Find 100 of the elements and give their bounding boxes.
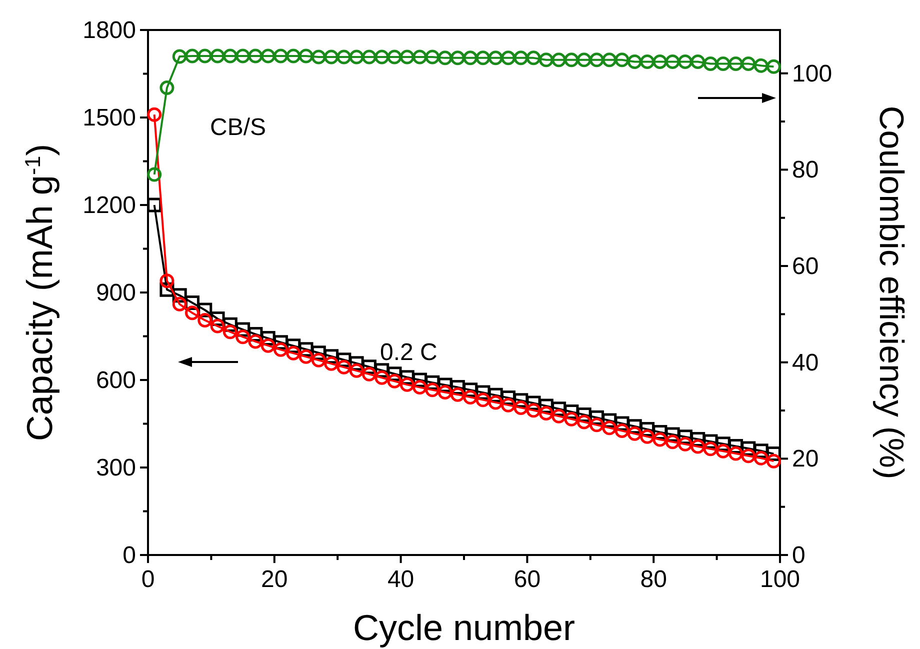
point <box>286 48 301 64</box>
y-tick-label: 0 <box>122 542 136 569</box>
point <box>438 50 452 66</box>
point <box>627 54 642 70</box>
point <box>222 48 238 64</box>
point <box>336 50 352 64</box>
point <box>602 52 617 68</box>
y2-tick-label: 100 <box>792 60 832 88</box>
point <box>640 429 655 444</box>
point <box>349 50 364 64</box>
point <box>576 414 592 430</box>
point <box>500 50 516 66</box>
x-tick-label: 40 <box>387 566 414 593</box>
point <box>488 395 503 410</box>
point <box>160 80 174 96</box>
point <box>614 52 630 68</box>
point <box>160 274 174 288</box>
point <box>703 56 718 71</box>
point <box>741 56 756 71</box>
x-tick-label: 20 <box>261 566 288 593</box>
point <box>728 56 744 71</box>
y-tick-label: 900 <box>96 280 136 306</box>
y2-tick-label: 40 <box>792 349 819 376</box>
point <box>298 48 314 64</box>
x-tick-label: 100 <box>760 566 800 593</box>
point <box>172 296 187 312</box>
point <box>678 54 692 70</box>
point <box>311 352 326 368</box>
point <box>476 392 490 408</box>
y-tick-label: 1500 <box>82 104 136 132</box>
y-tick-label: 300 <box>96 454 136 482</box>
point <box>678 436 692 452</box>
point <box>538 406 554 420</box>
y2-axis-title: Coulombic efficiency (%) <box>872 106 910 480</box>
point <box>425 50 440 64</box>
point <box>716 444 730 458</box>
point <box>514 50 528 66</box>
point <box>652 54 668 70</box>
x-axis-title: Cycle number <box>352 607 576 648</box>
point <box>222 324 238 340</box>
point <box>766 59 781 74</box>
point <box>374 50 390 64</box>
point <box>210 318 225 334</box>
point <box>538 52 554 68</box>
point <box>690 54 706 70</box>
point <box>716 56 730 71</box>
point <box>589 418 604 432</box>
point <box>576 52 592 68</box>
point <box>652 432 668 447</box>
point <box>552 408 566 424</box>
point <box>741 448 756 464</box>
point <box>589 52 604 68</box>
point <box>703 442 718 456</box>
point <box>362 366 376 382</box>
point <box>184 306 200 320</box>
point <box>754 58 768 73</box>
y2-tick-label: 0 <box>792 542 806 569</box>
point <box>514 400 528 415</box>
point <box>450 387 465 402</box>
point <box>286 346 301 360</box>
point <box>665 54 680 70</box>
point <box>463 390 478 404</box>
point <box>450 50 465 66</box>
point <box>614 424 630 438</box>
point <box>324 356 339 371</box>
point <box>400 50 414 64</box>
point <box>387 50 402 64</box>
point <box>438 385 452 400</box>
point <box>298 349 314 364</box>
point <box>526 50 541 66</box>
point <box>273 48 288 64</box>
y-tick-label: 1800 <box>82 17 136 44</box>
point <box>184 48 200 64</box>
point <box>754 450 768 466</box>
point <box>526 403 541 418</box>
point <box>198 48 212 64</box>
point <box>248 334 263 349</box>
point <box>324 50 339 64</box>
point <box>564 412 579 426</box>
point <box>400 377 414 392</box>
point <box>336 360 352 374</box>
point <box>728 446 744 461</box>
point <box>172 49 187 64</box>
point <box>412 50 428 64</box>
point <box>425 382 440 398</box>
point <box>627 426 642 441</box>
point <box>412 380 428 395</box>
x-tick-label: 80 <box>640 566 667 593</box>
point <box>602 420 617 436</box>
point <box>500 398 516 412</box>
point <box>248 48 263 64</box>
y-tick-label: 600 <box>96 367 136 394</box>
point <box>260 48 276 64</box>
point <box>463 50 478 66</box>
annotation: CB/S <box>210 114 266 141</box>
point <box>476 50 490 66</box>
point <box>147 107 162 122</box>
point <box>766 454 781 468</box>
point <box>387 374 402 388</box>
x-tick-label: 0 <box>141 566 155 593</box>
